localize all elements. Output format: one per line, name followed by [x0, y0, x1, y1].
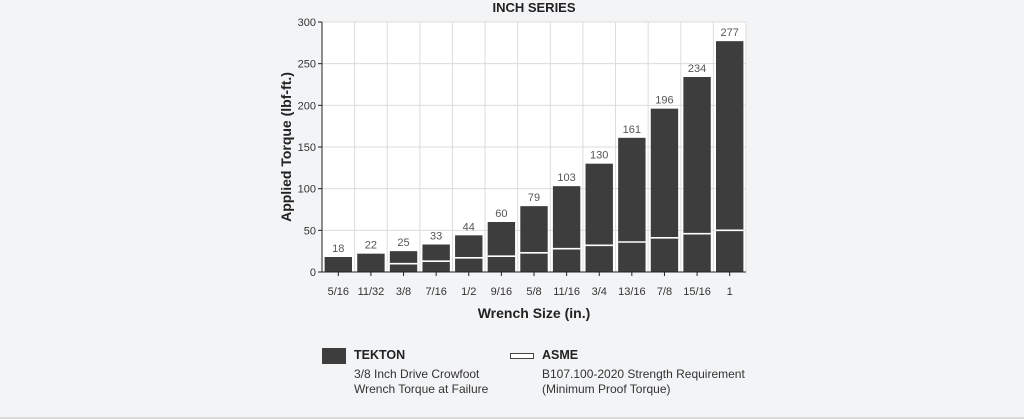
x-tick-label: 5/8 — [526, 286, 541, 298]
bar-value-label: 79 — [528, 192, 540, 204]
y-tick-label: 50 — [304, 225, 316, 237]
y-tick-label: 300 — [298, 17, 316, 29]
x-axis-title: Wrench Size (in.) — [478, 305, 591, 321]
tekton-swatch — [322, 348, 346, 364]
x-tick-label: 11/16 — [553, 286, 580, 298]
legend-asme: ASME B107.100-2020 Strength Requirement … — [510, 348, 745, 397]
asme-legend-line2: (Minimum Proof Torque) — [542, 382, 671, 396]
x-tick-label: 11/32 — [358, 286, 385, 298]
tekton-bar — [455, 235, 483, 272]
tekton-legend-line1: 3/8 Inch Drive Crowfoot — [354, 367, 480, 381]
inch-series-chart: 18 22 25 33 44 60 79 103 130 161 196 234 277 0 50 100 1… — [278, 0, 747, 321]
bars — [324, 41, 744, 273]
bar-value-label: 130 — [590, 150, 608, 162]
tekton-bar — [552, 186, 581, 272]
x-tick-label: 3/8 — [396, 286, 411, 298]
tekton-legend-line2: Wrench Torque at Failure — [354, 382, 489, 396]
x-axis-ticks: 5/16 11/32 3/8 7/16 1/2 9/16 5/8 11/16 3/4 13/16 7… — [328, 272, 733, 298]
y-tick-label: 250 — [298, 59, 316, 71]
bar-value-label: 33 — [430, 231, 442, 243]
bar-value-label: 44 — [463, 221, 475, 233]
x-tick-label: 1 — [727, 286, 733, 298]
data-labels: 18 22 25 33 44 60 79 103 130 161 196 234 277 — [332, 27, 739, 255]
x-tick-label: 7/16 — [425, 286, 446, 298]
tekton-bar — [683, 77, 711, 272]
gridlines — [322, 21, 747, 272]
bar-value-label: 60 — [495, 208, 507, 220]
bar-value-label: 234 — [688, 63, 706, 75]
asme-markers — [389, 229, 744, 265]
bottom-divider — [0, 417, 1024, 419]
tekton-legend-name: TEKTON — [354, 348, 406, 362]
tekton-bar — [520, 206, 548, 272]
chart-title: INCH SERIES — [492, 0, 575, 15]
legend-tekton: TEKTON 3/8 Inch Drive Crowfoot Wrench To… — [322, 348, 488, 397]
tekton-bar — [650, 108, 679, 273]
bar-value-label: 103 — [557, 172, 575, 184]
tekton-bar — [422, 244, 450, 272]
bar-value-label: 18 — [332, 243, 344, 255]
x-tick-label: 3/4 — [592, 286, 607, 298]
x-tick-label: 5/16 — [328, 286, 349, 298]
asme-legend-name: ASME — [542, 348, 579, 362]
y-tick-label: 0 — [310, 267, 316, 279]
x-tick-label: 13/16 — [618, 286, 646, 298]
tekton-bar — [715, 41, 744, 272]
asme-swatch — [510, 353, 534, 359]
bar-value-label: 277 — [721, 27, 739, 39]
bar-value-label: 22 — [365, 240, 377, 252]
x-tick-label: 15/16 — [683, 286, 711, 298]
bar-value-label: 25 — [397, 237, 409, 249]
y-axis-ticks: 0 50 100 150 200 250 300 — [298, 17, 322, 279]
x-tick-label: 1/2 — [461, 286, 476, 298]
tekton-bar — [618, 137, 646, 272]
tekton-bar — [357, 253, 385, 272]
bar-value-label: 161 — [623, 124, 641, 136]
tekton-bar — [585, 163, 613, 272]
x-tick-label: 9/16 — [491, 286, 512, 298]
tekton-bar — [487, 222, 516, 272]
y-axis-title: Applied Torque (lbf-ft.) — [278, 72, 294, 222]
y-tick-label: 200 — [298, 100, 316, 112]
asme-legend-line1: B107.100-2020 Strength Requirement — [542, 367, 745, 381]
y-tick-label: 150 — [298, 142, 316, 154]
tekton-bar — [389, 251, 418, 272]
y-tick-label: 100 — [298, 184, 316, 196]
tekton-bar — [324, 257, 353, 272]
x-tick-label: 7/8 — [657, 286, 672, 298]
bar-value-label: 196 — [655, 95, 673, 107]
